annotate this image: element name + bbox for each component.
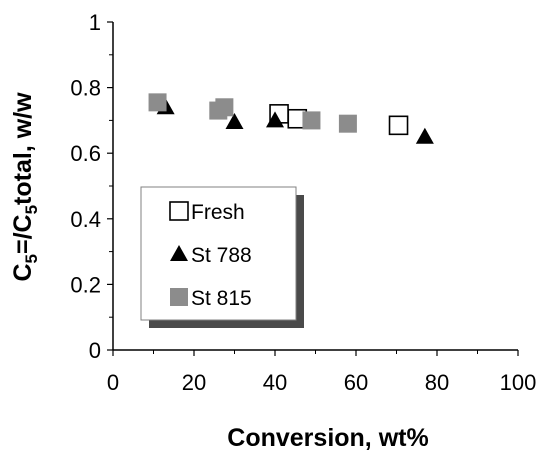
y-tick-label: 0.8 [70, 76, 101, 101]
data-markers [148, 93, 434, 144]
data-point-square-filled [302, 111, 321, 130]
y-tick-label: 0.6 [70, 141, 101, 166]
y-axis-title-subscript: 5 [22, 254, 41, 263]
legend-marker-square-filled [170, 288, 188, 306]
x-tick-label: 0 [107, 370, 119, 395]
y-tick-label: 0 [89, 338, 101, 363]
legend-label: St 815 [191, 287, 252, 310]
data-point-triangle [225, 113, 244, 130]
y-tick-label: 1 [89, 10, 101, 35]
data-point-square-filled [338, 114, 357, 133]
legend-label: Fresh [191, 201, 245, 224]
x-tick-label: 40 [263, 370, 287, 395]
y-axis-title: C5=/C5total, w/w [9, 92, 41, 282]
y-axis-title-segment: =/C [9, 214, 37, 254]
legend: Fresh St 788 St 815 [140, 186, 304, 328]
legend-box [140, 186, 297, 321]
data-point-triangle [415, 127, 434, 144]
y-axis-title-subscript: 5 [22, 205, 41, 214]
x-axis-ticks: 0 20 40 60 80 100 [107, 350, 536, 395]
legend-marker-square-open [169, 201, 189, 221]
data-point-triangle [266, 111, 284, 128]
y-axis-title-segment: C [9, 263, 37, 281]
y-axis-title-segment: total, w/w [9, 92, 37, 205]
legend-label: St 788 [191, 244, 252, 267]
x-tick-label: 20 [182, 370, 206, 395]
data-point-square-open [388, 115, 409, 136]
y-tick-label: 0.2 [70, 272, 101, 297]
data-point-square-filled [148, 93, 167, 112]
data-point-square-filled [215, 98, 234, 117]
legend-marker-triangle [170, 245, 188, 261]
x-tick-label: 80 [425, 370, 449, 395]
y-axis-ticks: 0 0.2 0.4 0.6 0.8 1 [70, 10, 113, 363]
x-axis-title: Conversion, wt% [227, 424, 428, 452]
y-tick-label: 0.4 [70, 207, 101, 232]
x-tick-label: 60 [344, 370, 368, 395]
x-tick-label: 100 [500, 370, 537, 395]
